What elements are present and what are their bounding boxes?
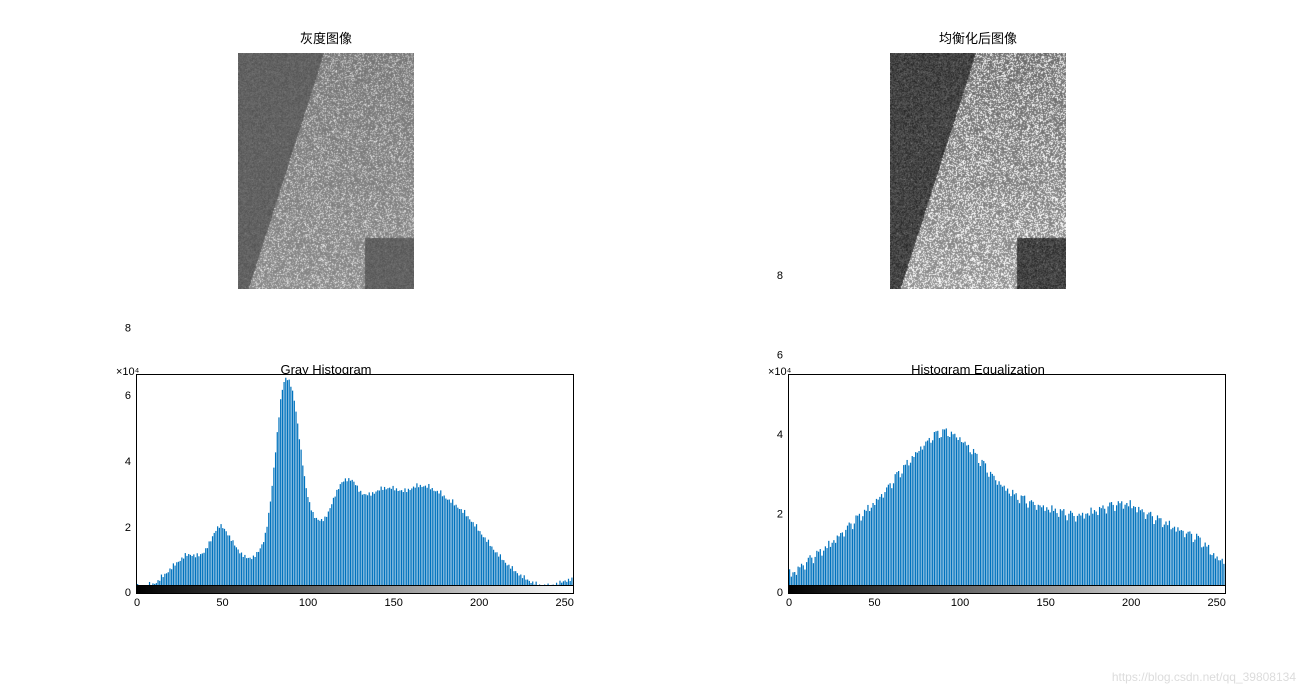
x-tick-label: 200 (470, 593, 488, 609)
panel-bottom-left: Gray Histogram ×10⁴ 02468050100150200250 (0, 320, 652, 640)
x-tick-label: 150 (384, 593, 402, 609)
image-title-left: 灰度图像 (300, 28, 352, 47)
panel-bottom-right: Histogram Equalization ×10⁴ 024680501001… (652, 320, 1304, 640)
x-tick-label: 250 (556, 593, 574, 609)
histogram-bars (789, 375, 1225, 593)
x-tick-label: 100 (299, 593, 317, 609)
equalized-image (890, 53, 1066, 289)
x-tick-label: 150 (1036, 593, 1054, 609)
histogram-bars (137, 375, 573, 593)
gray-gradient-strip (789, 585, 1225, 593)
gray-image (238, 53, 414, 289)
x-tick-label: 0 (134, 593, 140, 609)
histogram-left: Gray Histogram ×10⁴ 02468050100150200250 (66, 360, 586, 630)
x-tick-label: 50 (868, 593, 880, 609)
x-tick-label: 0 (786, 593, 792, 609)
x-tick-label: 100 (951, 593, 969, 609)
y-tick-label: 8 (777, 270, 789, 480)
watermark-text: https://blog.csdn.net/qq_39808134 (1112, 670, 1296, 684)
histogram-right: Histogram Equalization ×10⁴ 024680501001… (718, 360, 1238, 630)
plot-area: 02468050100150200250 (136, 374, 574, 594)
y-tick-label: 8 (125, 323, 137, 498)
x-tick-label: 250 (1208, 593, 1226, 609)
gray-gradient-strip (137, 585, 573, 593)
panel-top-right: 均衡化后图像 (652, 0, 1304, 320)
panel-top-left: 灰度图像 (0, 0, 652, 320)
plot-area: 02468050100150200250 (788, 374, 1226, 594)
figure-grid: 灰度图像 均衡化后图像 Gray Histogram ×10⁴ 02468050… (0, 0, 1304, 660)
x-tick-label: 50 (216, 593, 228, 609)
x-tick-label: 200 (1122, 593, 1140, 609)
image-title-right: 均衡化后图像 (939, 28, 1017, 47)
